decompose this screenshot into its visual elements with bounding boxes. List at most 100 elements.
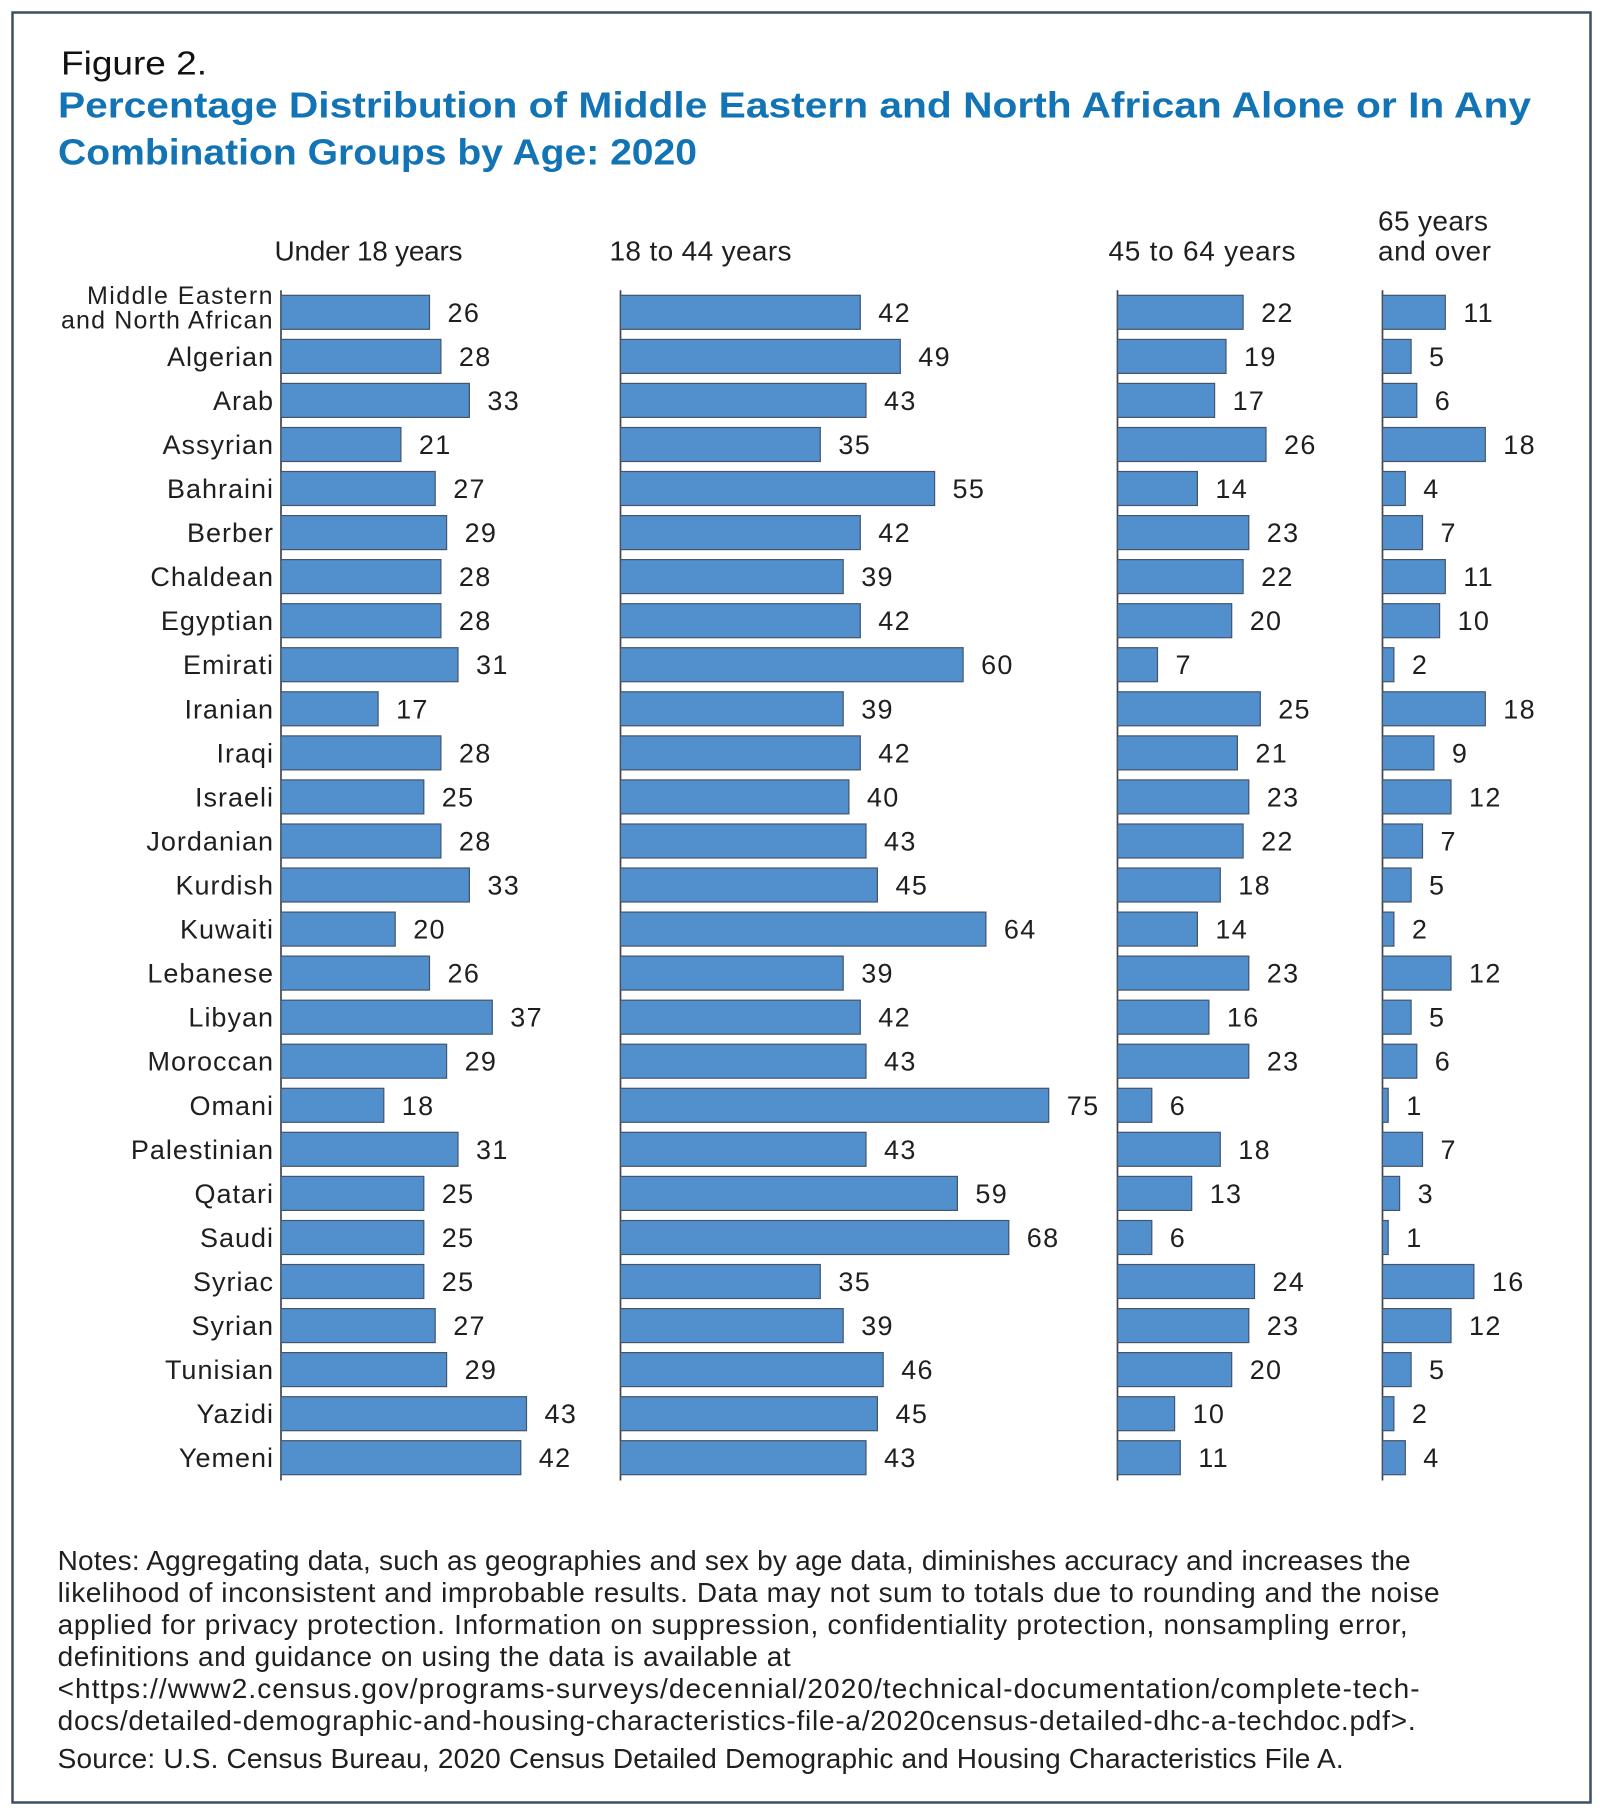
svg-text:29: 29 (465, 518, 498, 548)
svg-text:Yazidi: Yazidi (196, 1399, 274, 1429)
svg-text:Omani: Omani (189, 1091, 274, 1121)
svg-text:Berber: Berber (187, 518, 274, 548)
svg-text:7: 7 (1441, 1135, 1457, 1165)
svg-text:23: 23 (1267, 959, 1300, 989)
svg-text:27: 27 (453, 1311, 486, 1341)
svg-text:24: 24 (1273, 1267, 1306, 1297)
svg-text:11: 11 (1198, 1443, 1229, 1473)
svg-text:43: 43 (884, 827, 917, 857)
svg-text:28: 28 (459, 827, 492, 857)
svg-text:11: 11 (1463, 562, 1494, 592)
svg-text:Israeli: Israeli (195, 782, 274, 812)
svg-text:18: 18 (1503, 430, 1536, 460)
svg-text:59: 59 (975, 1179, 1008, 1209)
svg-text:10: 10 (1193, 1399, 1226, 1429)
svg-text:17: 17 (1233, 386, 1266, 416)
svg-text:10: 10 (1458, 606, 1491, 636)
svg-text:12: 12 (1469, 959, 1502, 989)
svg-text:17: 17 (396, 694, 429, 724)
svg-text:and over: and over (1378, 236, 1491, 267)
svg-text:7: 7 (1176, 650, 1192, 680)
svg-text:6: 6 (1170, 1091, 1186, 1121)
svg-text:43: 43 (884, 1047, 917, 1077)
svg-text:<https://www2.census.gov/progr: <https://www2.census.gov/programs-survey… (58, 1673, 1420, 1704)
svg-text:16: 16 (1492, 1267, 1525, 1297)
svg-text:4: 4 (1423, 474, 1439, 504)
svg-text:11: 11 (1463, 298, 1494, 328)
svg-text:14: 14 (1215, 915, 1248, 945)
svg-text:39: 39 (861, 694, 894, 724)
svg-text:7: 7 (1441, 827, 1457, 857)
svg-text:25: 25 (442, 782, 475, 812)
svg-text:45: 45 (896, 1399, 929, 1429)
svg-text:23: 23 (1267, 518, 1300, 548)
svg-text:29: 29 (465, 1355, 498, 1385)
svg-text:18: 18 (1238, 871, 1271, 901)
svg-text:likelihood of inconsistent and: likelihood of inconsistent and improbabl… (58, 1577, 1440, 1608)
svg-text:42: 42 (539, 1443, 572, 1473)
svg-text:5: 5 (1429, 871, 1445, 901)
svg-text:27: 27 (453, 474, 486, 504)
svg-text:49: 49 (918, 342, 951, 372)
svg-text:20: 20 (1250, 1355, 1283, 1385)
svg-text:Under 18 years: Under 18 years (275, 235, 463, 266)
svg-text:45 to 64 years: 45 to 64 years (1109, 235, 1296, 266)
svg-text:5: 5 (1429, 1003, 1445, 1033)
svg-text:21: 21 (419, 430, 452, 460)
svg-text:12: 12 (1469, 1311, 1502, 1341)
svg-text:31: 31 (476, 1135, 509, 1165)
svg-text:43: 43 (545, 1399, 578, 1429)
svg-text:55: 55 (953, 474, 986, 504)
svg-text:5: 5 (1429, 1355, 1445, 1385)
svg-text:Lebanese: Lebanese (147, 959, 274, 989)
svg-text:Yemeni: Yemeni (179, 1443, 274, 1473)
svg-text:Palestinian: Palestinian (131, 1135, 274, 1165)
svg-text:21: 21 (1255, 738, 1288, 768)
svg-text:23: 23 (1267, 1311, 1300, 1341)
svg-text:Percentage Distribution of Mid: Percentage Distribution of Middle Easter… (58, 84, 1531, 125)
svg-text:Middle Eastern: Middle Eastern (87, 282, 273, 310)
svg-text:Iranian: Iranian (184, 694, 274, 724)
svg-text:22: 22 (1261, 827, 1294, 857)
svg-text:Kuwaiti: Kuwaiti (180, 915, 274, 945)
svg-text:1: 1 (1406, 1223, 1422, 1253)
svg-text:18: 18 (1503, 694, 1536, 724)
svg-text:75: 75 (1067, 1091, 1100, 1121)
svg-text:definitions and guidance on us: definitions and guidance on using the da… (58, 1641, 791, 1672)
svg-text:22: 22 (1261, 298, 1294, 328)
svg-text:60: 60 (981, 650, 1014, 680)
svg-text:docs/detailed-demographic-and-: docs/detailed-demographic-and-housing-ch… (58, 1705, 1416, 1736)
svg-text:Syrian: Syrian (191, 1311, 274, 1341)
svg-text:25: 25 (442, 1223, 475, 1253)
svg-text:2: 2 (1412, 1399, 1428, 1429)
svg-text:6: 6 (1435, 1047, 1451, 1077)
svg-text:31: 31 (476, 650, 509, 680)
svg-text:28: 28 (459, 606, 492, 636)
svg-text:19: 19 (1244, 342, 1277, 372)
svg-text:46: 46 (901, 1355, 934, 1385)
svg-text:16: 16 (1227, 1003, 1260, 1033)
svg-text:39: 39 (861, 959, 894, 989)
svg-text:35: 35 (838, 430, 871, 460)
svg-text:Kurdish: Kurdish (175, 871, 274, 901)
svg-text:25: 25 (442, 1179, 475, 1209)
svg-text:Saudi: Saudi (200, 1223, 274, 1253)
svg-text:1: 1 (1406, 1091, 1422, 1121)
svg-text:26: 26 (448, 298, 481, 328)
svg-text:Assyrian: Assyrian (162, 430, 274, 460)
svg-text:37: 37 (510, 1003, 543, 1033)
svg-text:12: 12 (1469, 782, 1502, 812)
svg-text:25: 25 (442, 1267, 475, 1297)
svg-text:Qatari: Qatari (194, 1179, 274, 1209)
svg-text:Moroccan: Moroccan (147, 1047, 274, 1077)
svg-text:2: 2 (1412, 650, 1428, 680)
svg-text:18 to 44 years: 18 to 44 years (610, 235, 792, 266)
svg-text:4: 4 (1423, 1443, 1439, 1473)
svg-text:28: 28 (459, 562, 492, 592)
svg-text:Figure 2.: Figure 2. (61, 45, 207, 82)
svg-text:42: 42 (878, 1003, 911, 1033)
svg-text:13: 13 (1210, 1179, 1243, 1209)
svg-text:14: 14 (1215, 474, 1248, 504)
svg-text:Algerian: Algerian (167, 342, 274, 372)
svg-text:applied for privacy protection: applied for privacy protection. Informat… (58, 1609, 1408, 1640)
